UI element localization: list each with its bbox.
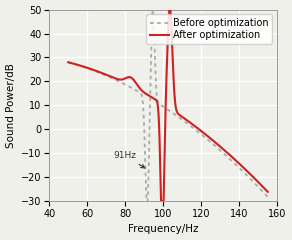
X-axis label: Frequency/Hz: Frequency/Hz [128, 224, 199, 234]
Text: 91Hz: 91Hz [114, 151, 145, 168]
Legend: Before optimization, After optimization: Before optimization, After optimization [146, 14, 272, 44]
Y-axis label: Sound Power/dB: Sound Power/dB [6, 63, 15, 148]
